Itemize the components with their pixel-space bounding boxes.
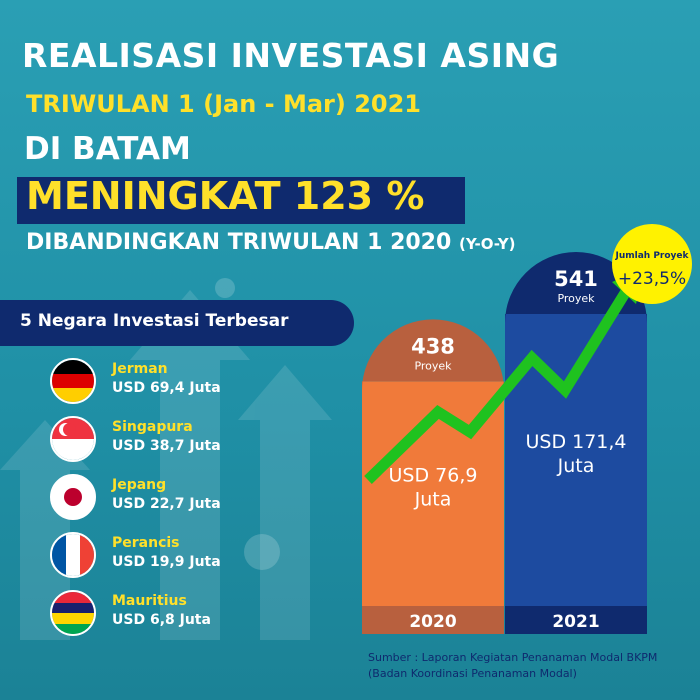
comparison-text: DIBANDINGKAN TRIWULAN 1 2020 (Y-O-Y) <box>26 230 515 255</box>
bar-value-label: USD 171,4 <box>525 431 626 453</box>
bar-value-label: Juta <box>414 489 452 511</box>
singapore-flag-icon <box>50 416 96 462</box>
year-band-2020 <box>362 606 504 634</box>
highlight-text: MENINGKAT 123 % <box>26 174 425 218</box>
france-flag-icon <box>50 532 96 578</box>
source-note: Sumber : Laporan Kegiatan Penanaman Moda… <box>368 650 657 682</box>
bar-value-label: USD 76,9 <box>389 465 478 487</box>
country-name: Mauritius <box>112 593 187 609</box>
country-value: USD 19,9 Juta <box>112 554 221 570</box>
project-unit-label: Proyek <box>557 292 595 305</box>
country-value: USD 38,7 Juta <box>112 438 221 454</box>
source-line-1: Sumber : Laporan Kegiatan Penanaman Moda… <box>368 651 658 664</box>
project-unit-label: Proyek <box>414 359 452 372</box>
badge-title: Jumlah Proyek <box>614 251 689 261</box>
highlight-banner <box>17 177 465 224</box>
source-line-2: (Badan Koordinasi Penanaman Modal) <box>368 667 577 680</box>
project-count-label: 438 <box>411 334 455 358</box>
project-growth-badge <box>612 224 692 304</box>
location-subtitle: DI BATAM <box>24 131 191 167</box>
year-label: 2021 <box>552 612 599 632</box>
page-title: REALISASI INVESTASI ASING <box>22 36 560 75</box>
countries-heading-label: 5 Negara Investasi Terbesar <box>20 311 289 331</box>
germany-flag-icon <box>50 358 96 404</box>
comparison-label: DIBANDINGKAN TRIWULAN 1 2020 <box>26 230 452 255</box>
japan-flag-icon <box>50 474 96 520</box>
bar-value-label: Juta <box>557 455 595 477</box>
country-name: Jepang <box>112 477 167 493</box>
country-name: Singapura <box>112 419 193 435</box>
year-band-2021 <box>505 606 647 634</box>
country-name: Jerman <box>112 361 168 377</box>
country-name: Perancis <box>112 535 180 551</box>
countries-panel-heading: 5 Negara Investasi Terbesar <box>0 300 354 346</box>
country-value: USD 6,8 Juta <box>112 612 211 628</box>
country-value: USD 69,4 Juta <box>112 380 221 396</box>
project-count-label: 541 <box>554 267 598 291</box>
bar-cap-2020 <box>362 319 504 391</box>
mauritius-flag-icon <box>50 590 96 636</box>
period-subtitle: TRIWULAN 1 (Jan - Mar) 2021 <box>26 90 421 118</box>
badge-value: +23,5% <box>618 269 686 289</box>
comparison-note: (Y-O-Y) <box>458 235 516 253</box>
trend-arrow-line <box>364 282 635 484</box>
country-value: USD 22,7 Juta <box>112 496 221 512</box>
year-label: 2020 <box>409 612 456 632</box>
